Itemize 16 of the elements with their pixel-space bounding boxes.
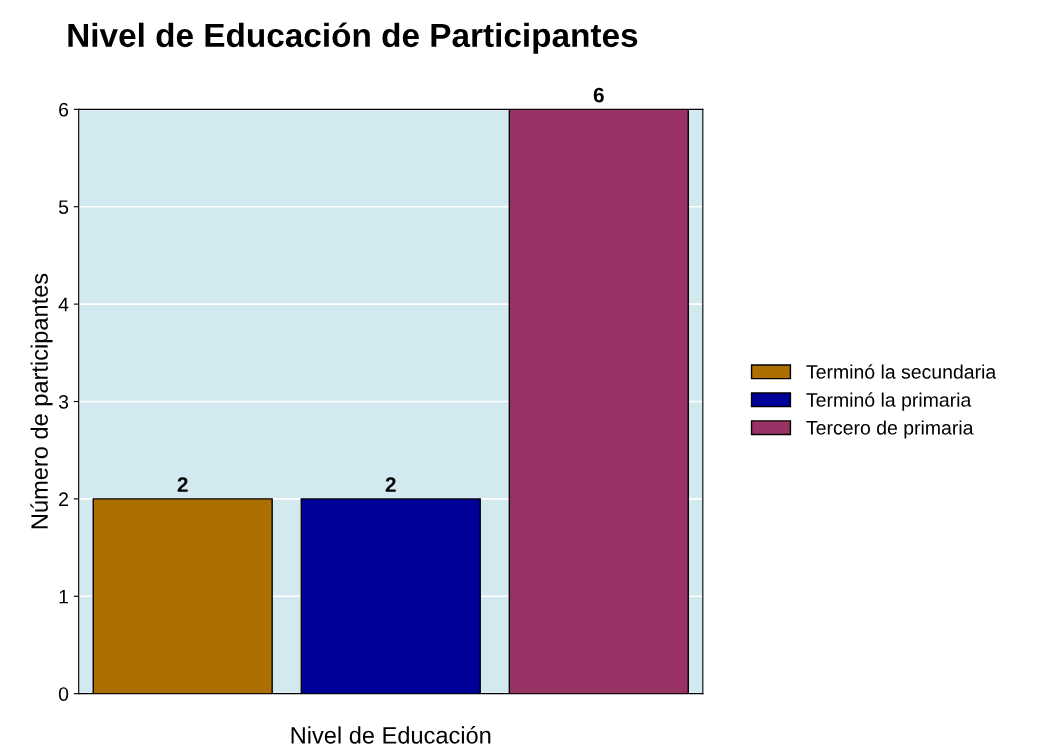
x-axis-title: Nivel de Educación bbox=[291, 726, 491, 744]
chart-title: Nivel de Educación de Participantes bbox=[68, 22, 638, 54]
legend-label: Terminó la secundaria bbox=[806, 364, 997, 379]
data-label: 2 bbox=[385, 477, 396, 492]
y-tick-label: 2 bbox=[59, 492, 68, 506]
y-tick-label: 3 bbox=[58, 394, 69, 409]
data-label: 2 bbox=[177, 477, 188, 492]
y-tick-label: 5 bbox=[58, 200, 69, 214]
legend-label: Terminó la primaria bbox=[806, 392, 972, 411]
data-label: 6 bbox=[593, 87, 604, 103]
legend-label: Tercero de primaria bbox=[806, 420, 974, 439]
y-tick-label: 4 bbox=[58, 297, 69, 312]
y-tick-label: 1 bbox=[59, 589, 68, 604]
y-axis-title: Número de participantes bbox=[30, 273, 53, 529]
y-tick-label: 0 bbox=[58, 687, 69, 701]
y-tick-label: 6 bbox=[59, 102, 69, 117]
